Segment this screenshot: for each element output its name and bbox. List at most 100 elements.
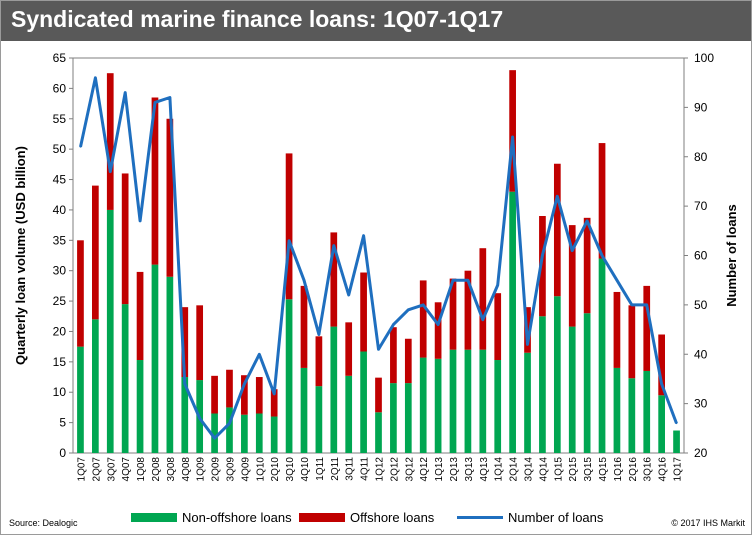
y-tick-label: 40: [53, 203, 67, 217]
point-number-of-loans: [109, 170, 112, 173]
x-tick-label: 1Q16: [613, 457, 624, 482]
bar-non-offshore: [270, 416, 278, 453]
x-tick-label: 2Q13: [449, 457, 460, 482]
y-tick-label: 10: [53, 385, 67, 399]
x-tick-label: 2Q07: [91, 457, 102, 482]
chart-plot: 0 5 10 15 20 25 30 35 40 45 50 55 60 65 20 30 40 50 60 70 80…: [13, 51, 739, 482]
bar-non-offshore: [598, 258, 606, 453]
x-tick-label: 4Q16: [658, 457, 669, 482]
bar-offshore: [315, 336, 323, 387]
bar-offshore: [568, 225, 576, 327]
bar-offshore: [300, 285, 308, 368]
bar-non-offshore: [360, 351, 367, 453]
x-tick-label: 4Q12: [419, 457, 430, 482]
x-tick-label: 3Q12: [404, 457, 415, 482]
x-tick-label: 2Q09: [211, 457, 222, 482]
bar-offshore: [106, 73, 114, 210]
y-tick-label: 45: [53, 173, 67, 187]
x-tick-label: 3Q09: [226, 457, 237, 482]
x-tick-label: 4Q11: [360, 457, 371, 481]
bar-non-offshore: [509, 191, 516, 453]
point-number-of-loans: [139, 220, 141, 222]
y2-tick-label: 40: [694, 347, 708, 361]
point-number-of-loans: [198, 417, 201, 420]
x-tick-label: 3Q10: [285, 457, 296, 482]
bar-non-offshore: [285, 299, 293, 453]
point-number-of-loans: [496, 284, 499, 286]
y2-tick-label: 100: [694, 51, 714, 65]
legend-label-number-of-loans: Number of loans: [508, 509, 604, 525]
point-number-of-loans: [169, 96, 171, 99]
x-tick-label: 2Q10: [270, 457, 281, 482]
bar-non-offshore: [211, 413, 218, 453]
y2-tick-label: 60: [694, 249, 708, 263]
point-number-of-loans: [422, 304, 425, 306]
point-number-of-loans: [467, 279, 469, 281]
x-tick-label: 3Q14: [524, 457, 535, 482]
point-number-of-loans: [645, 304, 648, 306]
point-number-of-loans: [452, 279, 454, 281]
point-number-of-loans: [586, 220, 588, 222]
x-tick-label: 1Q09: [196, 457, 207, 482]
x-tick-label: 4Q13: [479, 457, 490, 482]
y2-tick-label: 90: [694, 100, 708, 114]
bar-non-offshore: [255, 413, 263, 453]
bar-offshore: [345, 322, 353, 376]
y-tick-label: 35: [53, 233, 67, 247]
point-number-of-loans: [154, 101, 156, 104]
y-tick-label: 55: [53, 112, 67, 126]
point-number-of-loans: [362, 234, 365, 237]
legend-number-of-loans: Number of loans: [457, 509, 603, 525]
y-tick-label: 30: [53, 264, 67, 278]
x-tick-label: 1Q08: [136, 457, 147, 482]
point-number-of-loans: [482, 318, 484, 321]
bar-offshore: [583, 217, 591, 314]
point-number-of-loans: [273, 392, 275, 395]
chart-title: Syndicated marine finance loans: 1Q07-1Q…: [11, 6, 504, 32]
y2-tick-label: 50: [694, 298, 708, 312]
point-number-of-loans: [243, 383, 246, 385]
bar-non-offshore: [673, 430, 680, 453]
y-tick-label: 60: [53, 81, 67, 95]
y-tick-label: 5: [59, 416, 66, 430]
bar-non-offshore: [434, 358, 442, 453]
point-number-of-loans: [511, 136, 514, 138]
y2-tick-label: 70: [694, 199, 708, 213]
y-tick-label: 25: [53, 294, 67, 308]
bar-non-offshore: [583, 313, 591, 453]
x-tick-label: 3Q08: [166, 457, 177, 482]
bar-offshore: [553, 163, 561, 297]
bar-non-offshore: [479, 349, 487, 453]
x-tick-label: 1Q17: [673, 457, 684, 482]
y2-tick-label: 80: [694, 150, 708, 164]
y2-tick-label: 30: [694, 397, 708, 411]
x-tick-label: 1Q13: [434, 457, 445, 482]
bar-non-offshore: [92, 319, 99, 453]
x-tick-label: 2Q15: [568, 457, 579, 482]
point-number-of-loans: [660, 383, 663, 385]
bar-non-offshore: [643, 370, 651, 453]
point-number-of-loans: [258, 353, 261, 356]
y2-axis-title: Number of loans: [724, 204, 739, 307]
point-number-of-loans: [571, 249, 574, 252]
bar-non-offshore: [613, 367, 621, 453]
bar-offshore: [449, 278, 457, 350]
bar-offshore: [226, 369, 233, 408]
point-number-of-loans: [332, 244, 335, 247]
x-tick-label: 4Q10: [300, 457, 311, 482]
bar-non-offshore: [553, 296, 561, 453]
x-tick-label: 3Q16: [643, 457, 654, 482]
x-tick-label: 3Q13: [464, 457, 475, 482]
x-tick-label: 1Q12: [375, 457, 386, 482]
point-number-of-loans: [303, 279, 305, 281]
point-number-of-loans: [79, 146, 82, 148]
y-tick-label: 20: [53, 324, 67, 338]
bar-offshore: [539, 216, 546, 317]
bar-offshore: [390, 327, 397, 384]
x-tick-label: 2Q11: [330, 457, 341, 481]
point-number-of-loans: [183, 383, 186, 385]
bar-non-offshore: [449, 349, 457, 453]
point-number-of-loans: [213, 437, 216, 439]
bar-non-offshore: [628, 378, 636, 453]
